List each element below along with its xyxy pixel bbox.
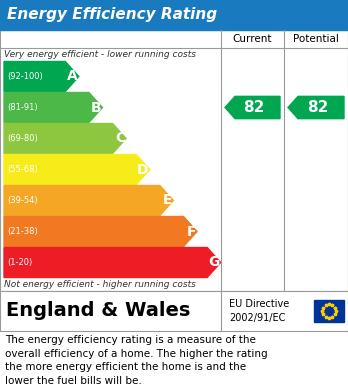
Text: A: A bbox=[67, 70, 78, 84]
Text: (81-91): (81-91) bbox=[7, 103, 38, 112]
Text: Current: Current bbox=[233, 34, 272, 44]
Polygon shape bbox=[4, 124, 126, 154]
Text: 82: 82 bbox=[307, 100, 328, 115]
Polygon shape bbox=[4, 93, 102, 122]
Polygon shape bbox=[4, 61, 79, 91]
Polygon shape bbox=[288, 96, 344, 118]
Text: (69-80): (69-80) bbox=[7, 134, 38, 143]
Text: (92-100): (92-100) bbox=[7, 72, 43, 81]
Bar bbox=[314, 300, 344, 322]
Text: Not energy efficient - higher running costs: Not energy efficient - higher running co… bbox=[4, 280, 196, 289]
Text: Very energy efficient - lower running costs: Very energy efficient - lower running co… bbox=[4, 50, 196, 59]
Bar bbox=[0, 291, 348, 331]
Text: F: F bbox=[187, 224, 196, 239]
Text: 82: 82 bbox=[243, 100, 265, 115]
Text: C: C bbox=[115, 131, 125, 145]
Text: G: G bbox=[208, 255, 220, 269]
Text: (39-54): (39-54) bbox=[7, 196, 38, 205]
Text: B: B bbox=[91, 100, 101, 115]
Text: England & Wales: England & Wales bbox=[6, 301, 190, 321]
Text: D: D bbox=[137, 163, 149, 176]
Text: E: E bbox=[163, 194, 172, 208]
Text: (21-38): (21-38) bbox=[7, 227, 38, 236]
Polygon shape bbox=[225, 96, 280, 118]
Polygon shape bbox=[4, 154, 150, 185]
Polygon shape bbox=[4, 248, 221, 278]
Text: Energy Efficiency Rating: Energy Efficiency Rating bbox=[7, 7, 217, 23]
Polygon shape bbox=[4, 217, 197, 246]
Bar bbox=[0, 30, 348, 291]
Text: The energy efficiency rating is a measure of the
overall efficiency of a home. T: The energy efficiency rating is a measur… bbox=[5, 335, 268, 386]
Text: (1-20): (1-20) bbox=[7, 258, 32, 267]
Bar bbox=[0, 0, 348, 30]
Text: Potential: Potential bbox=[293, 34, 339, 44]
Text: EU Directive
2002/91/EC: EU Directive 2002/91/EC bbox=[229, 299, 289, 323]
Polygon shape bbox=[4, 185, 173, 215]
Text: (55-68): (55-68) bbox=[7, 165, 38, 174]
